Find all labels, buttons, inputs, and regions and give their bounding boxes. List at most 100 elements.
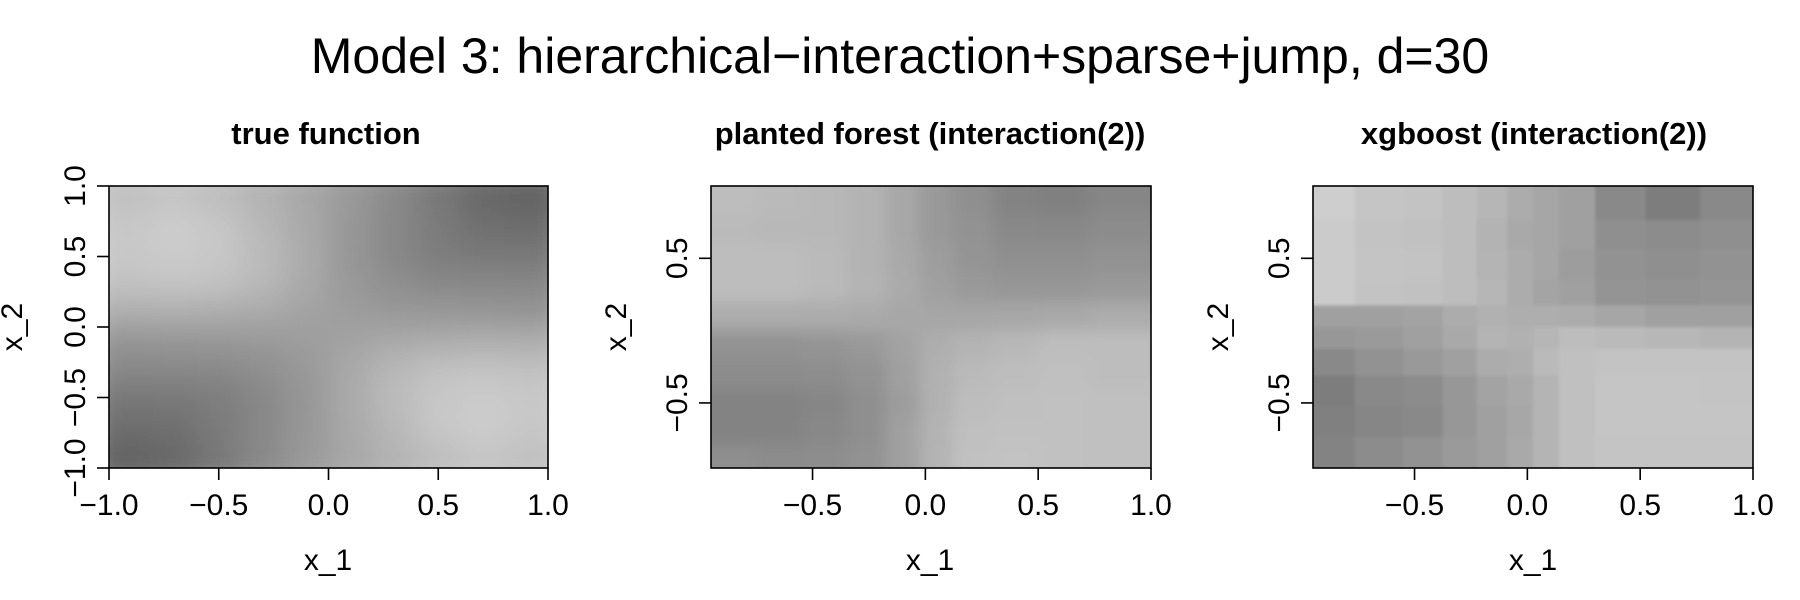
heatmap-cell	[1403, 436, 1444, 468]
x-tick-label: 1.0	[1130, 489, 1172, 522]
heatmap-cell	[1558, 348, 1596, 377]
heatmap-cell	[846, 214, 887, 245]
heatmap-cell	[372, 411, 417, 441]
heatmap-cell	[284, 270, 330, 300]
y-tick-label: 0.5	[1263, 237, 1296, 279]
heatmap-cell	[1403, 248, 1444, 281]
heatmap-cell	[711, 243, 757, 274]
heatmap-cell	[711, 301, 757, 332]
heatmap-cell	[1476, 348, 1508, 377]
heatmap-cell	[460, 186, 505, 215]
heatmap-cell	[460, 355, 505, 384]
heatmap-cell	[328, 298, 373, 328]
heatmap-cell	[328, 270, 373, 300]
heatmap-cell	[1476, 305, 1508, 328]
heatmap-cell	[372, 186, 417, 215]
heatmap-plot-area	[109, 186, 548, 468]
heatmap-cell	[1476, 327, 1508, 350]
heatmap-cell	[1595, 305, 1647, 328]
heatmap-cell	[1038, 243, 1090, 274]
heatmap-cell	[1038, 330, 1090, 361]
heatmap-cell	[109, 298, 154, 328]
x-tick-label: 0.0	[904, 489, 946, 522]
heatmap-cell	[993, 417, 1039, 446]
heatmap-cell	[240, 242, 286, 272]
heatmap-cell	[416, 439, 461, 468]
heatmap-cell	[953, 301, 994, 332]
heatmap-cell	[1645, 375, 1701, 407]
heatmap-cell	[1476, 405, 1508, 438]
heatmap-cell	[1507, 348, 1534, 377]
heatmap-cell	[1699, 405, 1753, 438]
heatmap-cell	[953, 330, 994, 361]
heatmap-cell	[240, 298, 286, 328]
heatmap-cell	[1088, 330, 1151, 361]
heatmap-cell	[919, 272, 955, 303]
heatmap-cell	[1442, 305, 1478, 328]
heatmap-cell	[756, 444, 802, 468]
heatmap-cell	[1442, 248, 1478, 281]
heatmap-cell	[885, 359, 921, 390]
heatmap-cell	[1645, 436, 1701, 468]
heatmap-cell	[953, 417, 994, 446]
heatmap-cell	[109, 411, 154, 441]
heatmap-cell	[284, 439, 330, 468]
heatmap-cell	[919, 444, 955, 468]
heatmap-cell	[1645, 305, 1701, 328]
y-axis-label: x_2	[600, 303, 633, 351]
heatmap-cell	[328, 439, 373, 468]
heatmap-cell	[919, 214, 955, 245]
heatmap-cell	[416, 327, 461, 356]
heatmap-cell	[328, 355, 373, 384]
heatmap-cell	[504, 411, 548, 441]
heatmap-cell	[1038, 359, 1090, 390]
heatmap-cell	[993, 186, 1039, 216]
x-tick-label: −1.0	[79, 489, 138, 522]
heatmap-cell	[1313, 248, 1356, 281]
heatmap-cell	[460, 214, 505, 243]
heatmap-cell	[152, 383, 198, 413]
heatmap-cell	[1645, 405, 1701, 438]
heatmap-cell	[240, 186, 286, 215]
heatmap-cell	[1595, 405, 1647, 438]
heatmap-cell	[846, 186, 887, 216]
heatmap-cell	[1699, 327, 1753, 350]
heatmap-cell	[504, 383, 548, 413]
heatmap-cell	[372, 383, 417, 413]
heatmap-cell	[1476, 186, 1508, 221]
heatmap-cell	[1442, 186, 1478, 221]
heatmap-cell	[756, 301, 802, 332]
heatmap-cell	[504, 270, 548, 300]
heatmap-cell	[885, 186, 921, 216]
heatmap-cell	[1313, 280, 1356, 306]
panel-xgboost: xgboost (interaction(2)) −0.5 0.0 0.5 1.0 −…	[1202, 116, 1774, 577]
heatmap-cell	[801, 388, 847, 418]
heatmap-cell	[1403, 305, 1444, 328]
heatmap-cell	[953, 243, 994, 274]
heatmap-cell	[1354, 327, 1404, 350]
heatmap-cell	[1403, 348, 1444, 377]
heatmap-cell	[460, 270, 505, 300]
heatmap-cell	[1595, 219, 1647, 250]
heatmap-cell	[1313, 219, 1356, 250]
x-tick-label: 0.5	[1619, 489, 1661, 522]
heatmap-cell	[1354, 436, 1404, 468]
heatmap-cell	[284, 298, 330, 328]
heatmap-cell	[1558, 186, 1596, 221]
heatmap-cell	[196, 411, 242, 441]
heatmap-cell	[1403, 280, 1444, 306]
heatmap-cell	[711, 272, 757, 303]
heatmap-cell	[284, 411, 330, 441]
heatmap-cell	[1088, 272, 1151, 303]
y-tick-label: 0.0	[59, 306, 92, 348]
heatmap-cell	[1088, 243, 1151, 274]
heatmap-cell	[756, 243, 802, 274]
y-tick-label: 0.5	[59, 236, 92, 278]
heatmap-cell	[801, 417, 847, 446]
heatmap-cell	[240, 439, 286, 468]
heatmap-cell	[240, 214, 286, 243]
heatmap-cell	[1533, 186, 1560, 221]
heatmap-cell	[328, 242, 373, 272]
heatmap-cell	[1038, 214, 1090, 245]
